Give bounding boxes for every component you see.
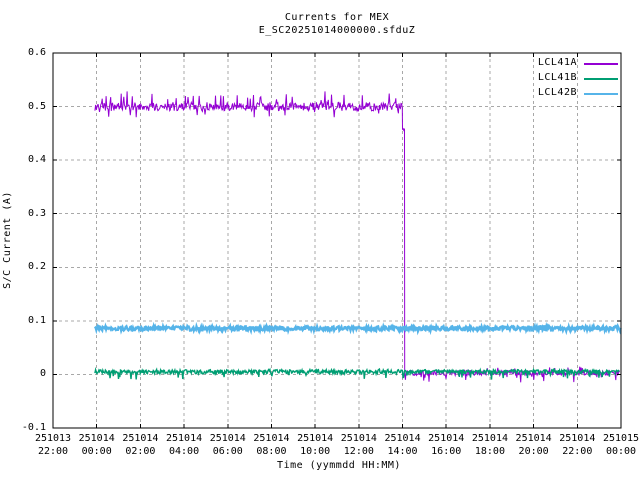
x-tick-label: 251014 08:00 (253, 433, 290, 457)
legend-line-sample (584, 78, 618, 80)
x-tick-label: 251014 10:00 (297, 433, 334, 457)
y-axis-label: S/C Current (A) (2, 191, 13, 289)
legend-line-sample (584, 93, 618, 95)
series-lcl41b (94, 366, 620, 380)
x-tick-label: 251014 18:00 (471, 433, 508, 457)
legend-label: LCL41A (537, 57, 577, 68)
chart-title: Currents for MEX (284, 12, 390, 23)
legend-item-lcl42b: LCL42B (527, 86, 619, 100)
x-tick-label: 251014 02:00 (122, 433, 159, 457)
x-tick-label: 251014 04:00 (166, 433, 203, 457)
y-tick-label: 0.2 (27, 261, 46, 273)
x-tick-label: 251014 20:00 (515, 433, 552, 457)
y-tick-label: -0.1 (21, 422, 46, 433)
x-tick-label: 251015 00:00 (602, 433, 640, 457)
legend-label: LCL42B (537, 87, 577, 98)
x-tick-label: 251013 22:00 (34, 433, 72, 457)
series-lcl41a (94, 91, 621, 383)
y-tick-label: 0.4 (27, 154, 46, 166)
x-tick-label: 251014 14:00 (384, 433, 421, 457)
legend-item-lcl41a: LCL41A (527, 56, 619, 70)
y-tick-label: 0.1 (27, 314, 46, 326)
legend-label: LCL41B (537, 72, 577, 83)
x-tick-label: 251014 22:00 (559, 433, 596, 457)
legend-line-sample (584, 63, 618, 65)
x-tick-label: 251014 06:00 (209, 433, 246, 457)
x-tick-label: 251014 16:00 (428, 433, 465, 457)
y-tick-label: 0.6 (27, 47, 46, 58)
series-lcl42b (93, 321, 622, 336)
x-tick-label: 251014 12:00 (340, 433, 377, 457)
x-axis-label: Time (yymmdd HH:MM) (277, 460, 401, 471)
y-tick-label: 0.3 (27, 207, 46, 219)
y-tick-label: 0.5 (27, 100, 46, 112)
x-tick-label: 251014 00:00 (78, 433, 115, 457)
y-tick-label: 0 (39, 368, 46, 380)
chart-subtitle: E_SC20251014000000.sfduZ (258, 25, 416, 36)
legend-item-lcl41b: LCL41B (527, 71, 619, 85)
